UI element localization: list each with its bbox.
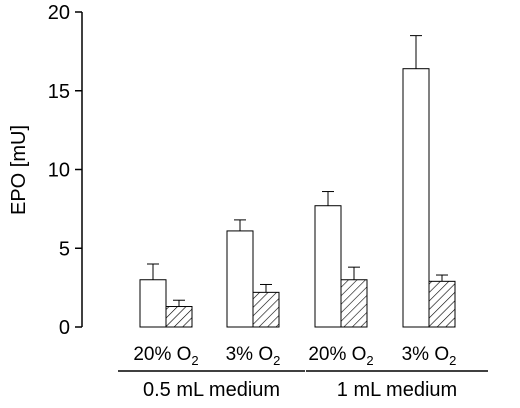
y-tick-label: 5: [59, 238, 70, 260]
bar: [428, 280, 456, 328]
bar: [340, 279, 368, 328]
group-label: 1 mL medium: [337, 379, 457, 401]
y-tick-label: 0: [59, 317, 70, 339]
category-label: 3% O2: [226, 344, 281, 368]
bar: [314, 205, 342, 328]
group-label: 0.5 mL medium: [143, 379, 280, 401]
plot-area: 0 5 10 15 20 20% O2 3% O2 20% O2 3% O2 0.5 mL med…: [48, 2, 488, 401]
bar: [252, 291, 280, 328]
bar: [139, 279, 167, 328]
bar: [226, 230, 254, 328]
category-label: 20% O2: [308, 344, 373, 368]
y-axis-label: EPO [mU]: [8, 125, 30, 215]
category-label: 3% O2: [402, 344, 457, 368]
category-label: 20% O2: [133, 344, 198, 368]
y-tick-label: 15: [48, 81, 70, 103]
bar: [165, 306, 193, 328]
y-tick-label: 20: [48, 2, 70, 24]
y-tick-label: 10: [48, 160, 70, 182]
bar: [402, 68, 430, 328]
